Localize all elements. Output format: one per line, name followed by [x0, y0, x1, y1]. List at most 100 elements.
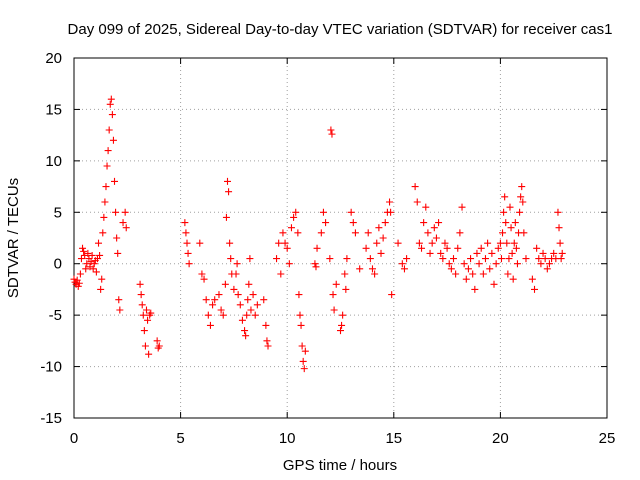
- data-point: [79, 244, 87, 252]
- data-point: [233, 260, 241, 268]
- data-point: [381, 219, 389, 227]
- data-point: [298, 342, 306, 350]
- data-point: [533, 244, 541, 252]
- data-point: [531, 285, 539, 293]
- data-point: [115, 296, 123, 304]
- data-point: [111, 177, 119, 185]
- data-point: [347, 208, 355, 216]
- data-point: [241, 327, 249, 335]
- data-point: [242, 332, 250, 340]
- grid: [74, 58, 607, 418]
- data-point: [89, 265, 97, 273]
- data-point: [535, 255, 543, 263]
- data-point: [119, 219, 127, 227]
- data-point: [519, 198, 527, 206]
- data-point: [224, 177, 232, 185]
- y-tick-label: -5: [49, 307, 62, 324]
- data-point: [137, 291, 145, 299]
- x-tick-label: 5: [176, 430, 184, 447]
- data-point: [244, 296, 252, 304]
- data-point: [249, 291, 257, 299]
- data-point: [504, 270, 512, 278]
- data-point: [411, 183, 419, 191]
- data-point: [300, 365, 308, 373]
- data-point: [103, 162, 111, 170]
- y-tick-label: 20: [45, 50, 62, 67]
- data-point: [356, 265, 364, 273]
- data-point: [226, 239, 234, 247]
- data-point: [550, 249, 558, 257]
- data-point: [505, 255, 513, 263]
- data-point: [285, 260, 293, 268]
- data-point: [513, 260, 521, 268]
- data-point: [508, 249, 516, 257]
- data-point: [506, 203, 514, 211]
- data-point: [260, 296, 268, 304]
- data-point: [299, 357, 307, 365]
- data-point: [275, 239, 283, 247]
- y-tick-label: 0: [54, 256, 62, 273]
- data-point: [312, 263, 320, 271]
- data-point: [343, 255, 351, 263]
- data-point: [492, 260, 500, 268]
- data-point: [326, 255, 334, 263]
- data-point: [430, 224, 438, 232]
- data-point: [95, 239, 103, 247]
- data-point: [253, 301, 261, 309]
- data-point: [473, 249, 481, 257]
- data-point: [97, 285, 105, 293]
- data-point: [543, 265, 551, 273]
- data-point: [147, 309, 155, 317]
- data-point: [510, 239, 518, 247]
- data-point: [92, 268, 100, 276]
- data-point: [403, 255, 411, 263]
- data-point: [200, 275, 208, 283]
- data-point: [77, 255, 85, 263]
- data-point: [502, 219, 510, 227]
- data-point: [206, 321, 214, 329]
- data-point: [379, 234, 387, 242]
- data-point: [204, 311, 212, 319]
- data-point: [113, 234, 121, 242]
- data-point: [475, 260, 483, 268]
- x-tick-label: 10: [279, 430, 296, 447]
- data-point: [445, 260, 453, 268]
- data-point: [277, 270, 285, 278]
- data-point: [273, 255, 281, 263]
- data-point: [311, 260, 319, 268]
- x-axis-label: GPS time / hours: [283, 457, 397, 474]
- data-point: [196, 239, 204, 247]
- data-point: [264, 342, 272, 350]
- data-point: [464, 265, 472, 273]
- data-point: [296, 311, 304, 319]
- data-point: [509, 275, 517, 283]
- data-point: [313, 244, 321, 252]
- data-point: [418, 244, 426, 252]
- data-point: [443, 244, 451, 252]
- data-point: [332, 280, 340, 288]
- data-point: [90, 260, 98, 268]
- data-point: [518, 183, 526, 191]
- data-point: [138, 301, 146, 309]
- data-point: [139, 311, 147, 319]
- data-point: [107, 95, 115, 103]
- data-point: [545, 260, 553, 268]
- data-point: [528, 275, 536, 283]
- data-point: [500, 208, 508, 216]
- data-point: [294, 229, 302, 237]
- data-point: [349, 219, 357, 227]
- y-tick-label: -15: [40, 410, 62, 427]
- data-point: [99, 229, 107, 237]
- data-point: [246, 255, 254, 263]
- x-tick-label: 20: [492, 430, 509, 447]
- data-point: [339, 311, 347, 319]
- data-point: [185, 260, 193, 268]
- data-point: [88, 251, 96, 259]
- data-point: [82, 265, 90, 273]
- data-point: [211, 296, 219, 304]
- data-point: [263, 337, 271, 345]
- data-point: [486, 265, 494, 273]
- axis-ticks: 0 5 10 15 20 25 -15 -10 -5 0 5 10 15 20: [40, 50, 615, 447]
- x-tick-label: 0: [70, 430, 78, 447]
- data-point: [539, 249, 547, 257]
